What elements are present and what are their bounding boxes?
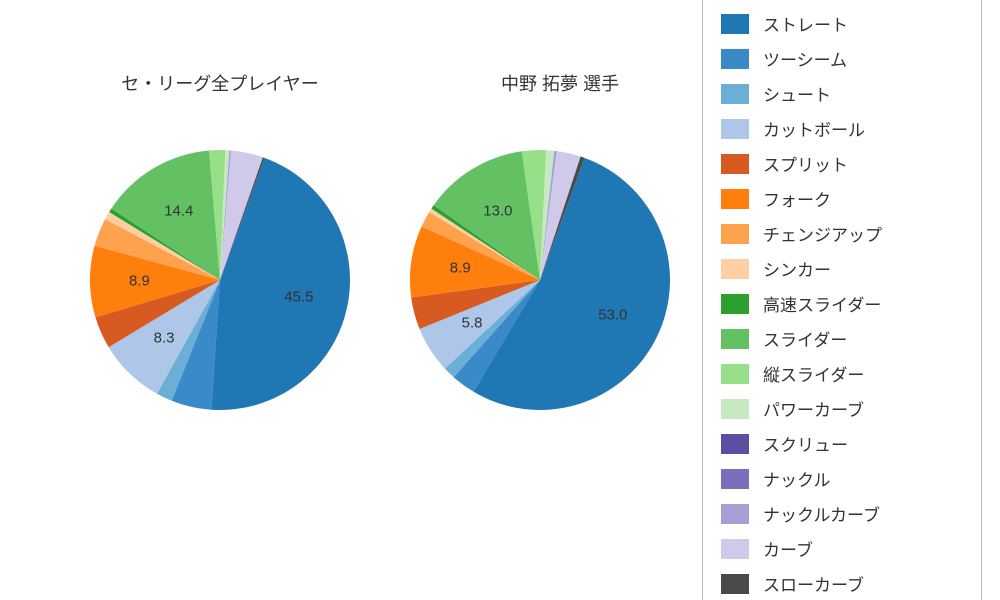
legend-item: チェンジアップ [703, 216, 981, 251]
legend-label: フォーク [763, 186, 831, 211]
legend-swatch [721, 434, 749, 454]
legend-item: カットボール [703, 111, 981, 146]
legend-swatch [721, 259, 749, 279]
legend-swatch [721, 539, 749, 559]
legend-swatch [721, 119, 749, 139]
legend-label: ツーシーム [763, 46, 847, 71]
legend-label: 縦スライダー [763, 361, 864, 386]
legend-item: スプリット [703, 146, 981, 181]
legend-label: カットボール [763, 116, 865, 141]
legend-label: チェンジアップ [763, 221, 882, 246]
legend-swatch [721, 504, 749, 524]
pie-value-label: 8.9 [129, 272, 150, 289]
legend-item: ストレート [703, 6, 981, 41]
pie-value-label: 8.3 [154, 330, 175, 347]
legend: ストレートツーシームシュートカットボールスプリットフォークチェンジアップシンカー… [702, 0, 982, 600]
legend-item: シンカー [703, 251, 981, 286]
legend-swatch [721, 329, 749, 349]
legend-swatch [721, 574, 749, 594]
legend-swatch [721, 469, 749, 489]
legend-item: スローカーブ [703, 566, 981, 600]
legend-label: 高速スライダー [763, 291, 881, 316]
legend-item: フォーク [703, 181, 981, 216]
legend-label: スクリュー [763, 431, 848, 456]
chart-container: セ・リーグ全プレイヤー 中野 拓夢 選手 45.5 8.3 8.9 14.4 53.0 5.… [0, 0, 1000, 600]
legend-item: ナックルカーブ [703, 496, 981, 531]
pie-value-label: 13.0 [483, 203, 512, 220]
legend-swatch [721, 364, 749, 384]
legend-item: ナックル [703, 461, 981, 496]
legend-swatch [721, 14, 749, 34]
pie-value-label: 53.0 [598, 306, 627, 323]
legend-label: ナックル [763, 466, 831, 491]
pie-value-label: 14.4 [164, 202, 193, 219]
legend-swatch [721, 154, 749, 174]
legend-label: シンカー [763, 256, 831, 281]
legend-swatch [721, 294, 749, 314]
legend-item: スライダー [703, 321, 981, 356]
legend-label: スライダー [763, 326, 847, 351]
legend-item: 高速スライダー [703, 286, 981, 321]
legend-item: ツーシーム [703, 41, 981, 76]
legend-swatch [721, 84, 749, 104]
legend-label: スローカーブ [763, 571, 864, 596]
pie-value-label: 5.8 [462, 315, 483, 332]
legend-label: ナックルカーブ [763, 501, 880, 526]
pie-value-label: 8.9 [450, 260, 471, 277]
legend-swatch [721, 399, 749, 419]
legend-swatch [721, 224, 749, 244]
legend-label: ストレート [763, 11, 848, 36]
chart-title: 中野 拓夢 選手 [430, 70, 690, 96]
legend-label: パワーカーブ [763, 396, 864, 421]
pie-value-label: 45.5 [284, 288, 313, 305]
legend-swatch [721, 189, 749, 209]
legend-item: カーブ [703, 531, 981, 566]
legend-item: シュート [703, 76, 981, 111]
legend-label: シュート [763, 81, 831, 106]
chart-title: セ・リーグ全プレイヤー [90, 70, 350, 96]
legend-swatch [721, 49, 749, 69]
legend-item: スクリュー [703, 426, 981, 461]
legend-item: 縦スライダー [703, 356, 981, 391]
legend-label: スプリット [763, 151, 848, 176]
legend-item: パワーカーブ [703, 391, 981, 426]
legend-label: カーブ [763, 536, 813, 561]
